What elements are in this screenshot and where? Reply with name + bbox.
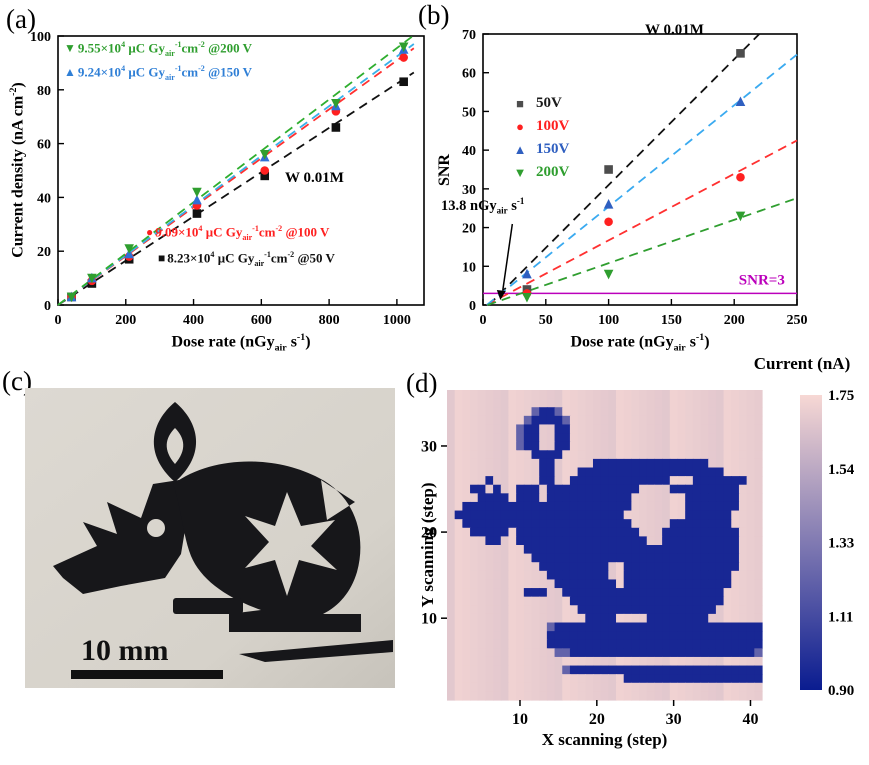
panel-b-xlabel: Dose rate (nGyair s-1) (570, 332, 710, 354)
colorbar-title: Current (nA) (753, 354, 851, 373)
svg-text:30: 30 (421, 438, 437, 455)
svg-text:20: 20 (589, 711, 605, 728)
svg-text:0: 0 (44, 299, 51, 314)
panel-b-chart: 0 50 100 150 200 250 0 10 20 30 40 50 60 70 SNR=3 Dose… (435, 0, 869, 372)
svg-text:50: 50 (539, 313, 553, 328)
rat-body (173, 461, 361, 632)
svg-text:SNR=3: SNR=3 (739, 272, 785, 288)
svg-text:1.33: 1.33 (828, 536, 854, 552)
svg-text:250: 250 (787, 313, 808, 328)
panel-b-label: (b) (418, 0, 450, 30)
scale-bar (71, 670, 223, 679)
svg-text:800: 800 (319, 313, 340, 328)
svg-text:100: 100 (598, 313, 619, 328)
svg-text:1.11: 1.11 (828, 609, 853, 625)
detection-limit-annotation: 13.8 nGyair s-1 (441, 196, 525, 216)
svg-text:60: 60 (37, 138, 51, 153)
svg-text:60: 60 (462, 67, 476, 82)
svg-text:1000: 1000 (383, 313, 411, 328)
svg-text:0: 0 (55, 313, 62, 328)
svg-text:40: 40 (742, 711, 758, 728)
svg-text:30: 30 (666, 711, 682, 728)
svg-text:80: 80 (37, 84, 51, 99)
svg-text:10: 10 (462, 260, 476, 275)
svg-text:50: 50 (462, 105, 476, 120)
legend-item: ▲ 150V (513, 141, 570, 157)
panel-a-sample-label: W 0.01M (285, 170, 344, 186)
sensitivity-annotation: ● 9.09×104 μC Gyair-1cm-2 @100 V (146, 224, 330, 242)
rat-ear (153, 402, 197, 482)
panel-d-heatmap: 10 20 30 40 10 20 30 1.75 1.54 1.33 1.11 0.90 Curre… (418, 352, 869, 765)
svg-text:0: 0 (469, 299, 476, 314)
sensitivity-annotation: ■ 8.23×104 μC Gyair-1cm-2 @50 V (158, 250, 335, 268)
rat-stencil-photo: 10 mm (25, 388, 395, 688)
svg-text:0: 0 (480, 313, 487, 328)
svg-text:10: 10 (421, 611, 437, 628)
svg-text:30: 30 (462, 183, 476, 198)
legend-item: ● 100V (516, 118, 570, 134)
rat-tail (239, 640, 393, 662)
svg-text:20: 20 (37, 245, 51, 260)
svg-text:40: 40 (462, 144, 476, 159)
panel-d-plot: 10 20 30 40 10 20 30 1.75 1.54 1.33 1.11 0.90 (421, 388, 855, 728)
svg-text:400: 400 (183, 313, 204, 328)
panel-d-ylabel: Y scanning (step) (418, 482, 437, 608)
svg-text:20: 20 (462, 222, 476, 237)
panel-a-plot: 0 200 400 600 800 1000 0 20 40 60 80 100 (30, 30, 425, 328)
legend: ■ 50V ● 100V ▲ 150V ▼ 200V (513, 92, 570, 184)
svg-text:1.75: 1.75 (828, 388, 854, 404)
panel-d-xlabel: X scanning (step) (541, 730, 668, 749)
rat-silhouette (53, 402, 393, 662)
svg-text:150: 150 (661, 313, 682, 328)
svg-text:70: 70 (462, 28, 476, 43)
svg-text:100: 100 (30, 30, 51, 45)
sensitivity-annotation: ▲ 9.24×104 μC Gyair-1cm-2 @150 V (64, 64, 253, 82)
svg-text:0.90: 0.90 (828, 683, 854, 699)
svg-text:600: 600 (251, 313, 272, 328)
legend-item: ▼ 200V (513, 164, 570, 180)
panel-b-plot: 0 50 100 150 200 250 0 10 20 30 40 50 60 70 SNR=3 (462, 28, 808, 328)
svg-text:200: 200 (115, 313, 136, 328)
svg-text:20: 20 (421, 525, 437, 542)
svg-text:10: 10 (512, 711, 528, 728)
panel-a-label: (a) (6, 4, 36, 34)
rat-head (53, 480, 187, 594)
svg-text:40: 40 (37, 191, 51, 206)
panel-a-ylabel: Current density (nA cm-2) (8, 82, 27, 258)
legend-item: ■ 50V (516, 95, 562, 111)
panel-a-xlabel: Dose rate (nGyair s-1) (171, 332, 311, 354)
scale-bar-label: 10 mm (81, 634, 168, 667)
panel-b-sample-label: W 0.01M (645, 22, 704, 38)
panel-c-photo: 10 mm (0, 372, 420, 765)
svg-text:200: 200 (724, 313, 745, 328)
panel-a-chart: 0 200 400 600 800 1000 0 20 40 60 80 100 Dose rate … (0, 0, 435, 372)
svg-text:1.54: 1.54 (828, 462, 855, 478)
panel-d-label: (d) (406, 368, 438, 398)
sensitivity-annotation: ▼ 9.55×104 μC Gyair-1cm-2 @200 V (64, 40, 253, 58)
rat-foot (173, 598, 243, 614)
